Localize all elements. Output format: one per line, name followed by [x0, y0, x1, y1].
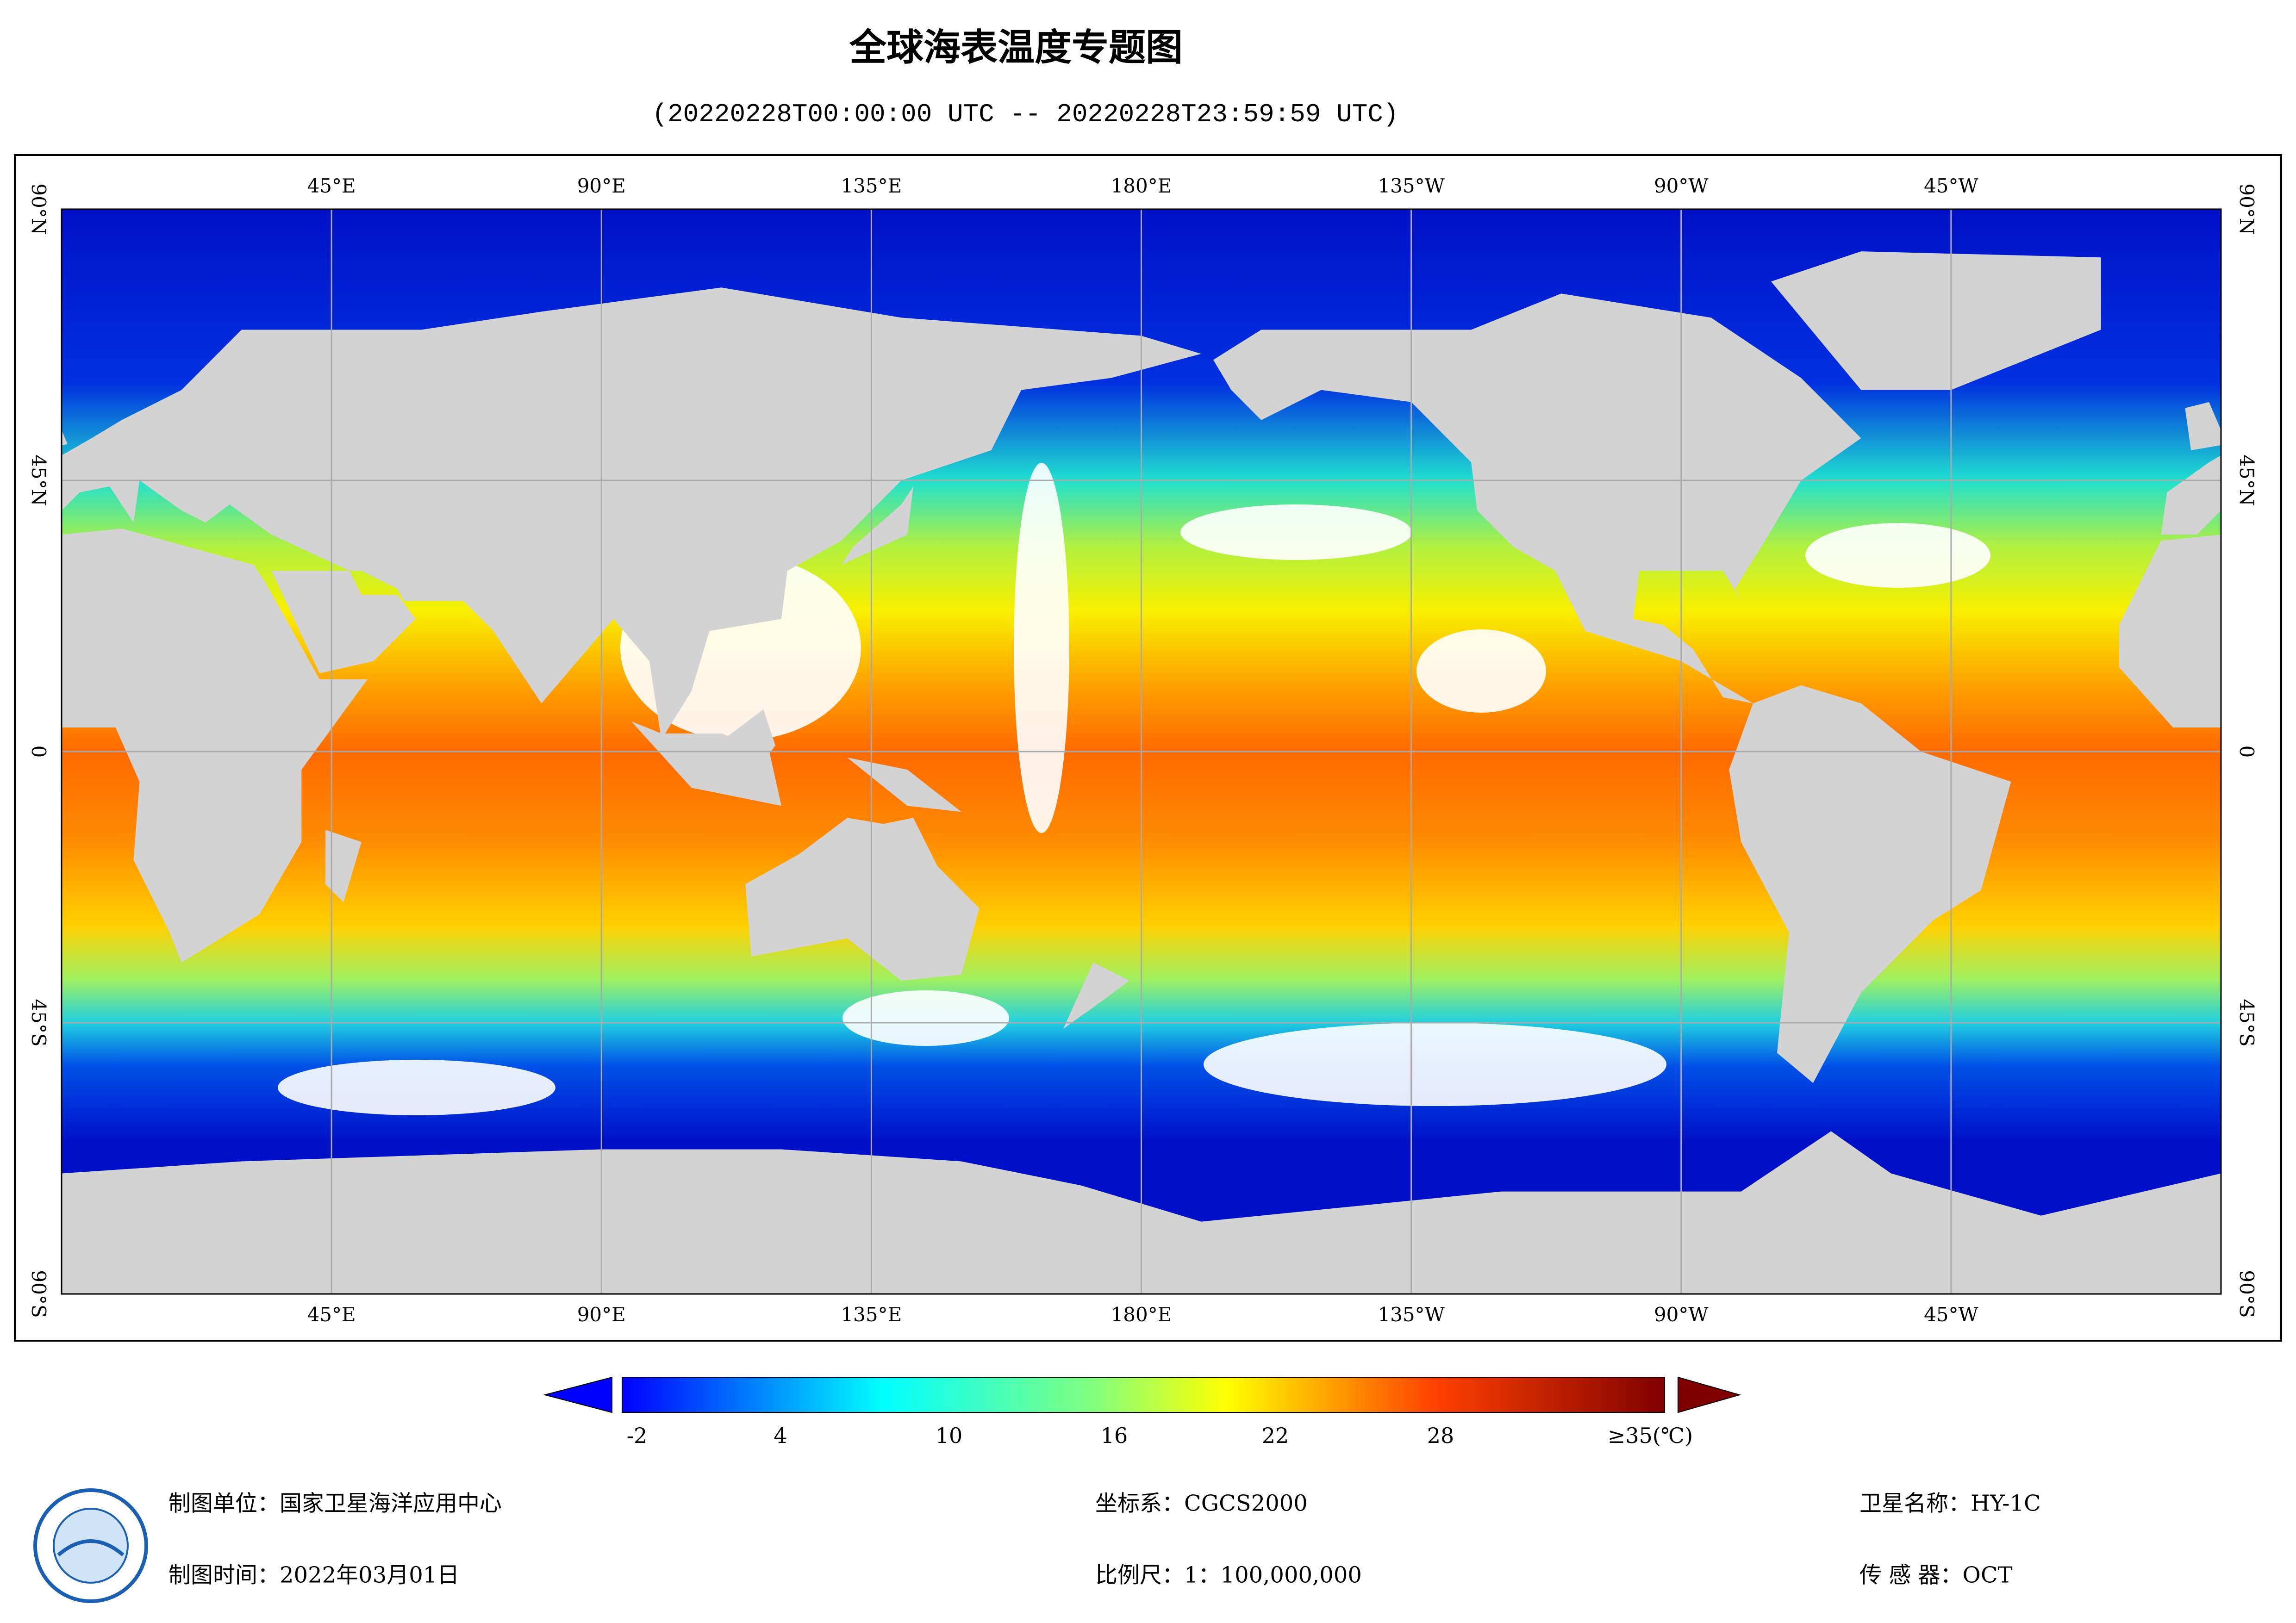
lon-label: 45°W	[1924, 174, 1978, 197]
colorbar-label: 28	[1427, 1423, 1454, 1448]
lat-label: 0	[2235, 746, 2258, 758]
lon-label: 135°E	[841, 1303, 902, 1326]
map-area	[62, 209, 2221, 1294]
footer-text: 制图单位：国家卫星海洋应用中心	[168, 1491, 502, 1517]
lat-label: 45°N	[27, 454, 50, 506]
lon-label: 135°W	[1378, 174, 1445, 197]
colorbar-label: 16	[1101, 1423, 1128, 1448]
lon-label: 45°E	[307, 1303, 356, 1326]
map-border	[61, 208, 2222, 1295]
lon-label: 90°E	[577, 174, 626, 197]
graticule	[62, 209, 2221, 1294]
colorbar-low	[543, 1376, 612, 1413]
colorbar-label: 22	[1262, 1423, 1289, 1448]
lat-label: 0	[27, 746, 50, 758]
lon-label: 90°E	[577, 1303, 626, 1326]
colorbar-label: -2	[627, 1423, 648, 1448]
map-frame	[14, 154, 2282, 1342]
title: 全球海表温度专题图	[849, 26, 1183, 69]
lon-label: 135°E	[841, 174, 902, 197]
colorbar-label: 4	[774, 1423, 787, 1448]
lon-label: 135°W	[1378, 1303, 1445, 1326]
footer-text: 制图时间：2022年03月01日	[168, 1562, 459, 1588]
lat-label: 45°S	[27, 999, 50, 1046]
axis-labels: 45°E 45°E 90°E 90°E 135°E 135°E 180°E 180°E 135°…	[27, 174, 2258, 1326]
lat-label: 45°S	[2235, 999, 2258, 1046]
lat-label: 90°S	[27, 1270, 50, 1318]
colorbar	[622, 1377, 1665, 1413]
lat-label: 90°N	[27, 183, 50, 235]
colorbar-high	[1678, 1376, 1741, 1413]
lon-label: 180°E	[1111, 1303, 1172, 1326]
lon-label: 90°W	[1654, 174, 1709, 197]
footer-text: 传 感 器：OCT	[1859, 1562, 2013, 1588]
lat-label: 90°S	[2235, 1270, 2258, 1318]
lat-label: 45°N	[2235, 454, 2258, 506]
colorbar-label: 10	[936, 1423, 963, 1448]
footer-text: 比例尺：1：100,000,000	[1095, 1562, 1362, 1588]
colorbar-label: ≥35(℃)	[1608, 1423, 1693, 1448]
lon-label: 45°W	[1924, 1303, 1978, 1326]
lon-label: 90°W	[1654, 1303, 1709, 1326]
lat-label: 90°N	[2235, 183, 2258, 235]
footer-text: 坐标系：CGCS2000	[1095, 1491, 1308, 1517]
logo	[33, 1488, 148, 1603]
lon-label: 180°E	[1111, 174, 1172, 197]
footer-text: 卫星名称：HY-1C	[1859, 1491, 2041, 1517]
subtitle: (20220228T00:00:00 UTC -- 20220228T23:59…	[652, 99, 1398, 129]
lon-label: 45°E	[307, 174, 356, 197]
